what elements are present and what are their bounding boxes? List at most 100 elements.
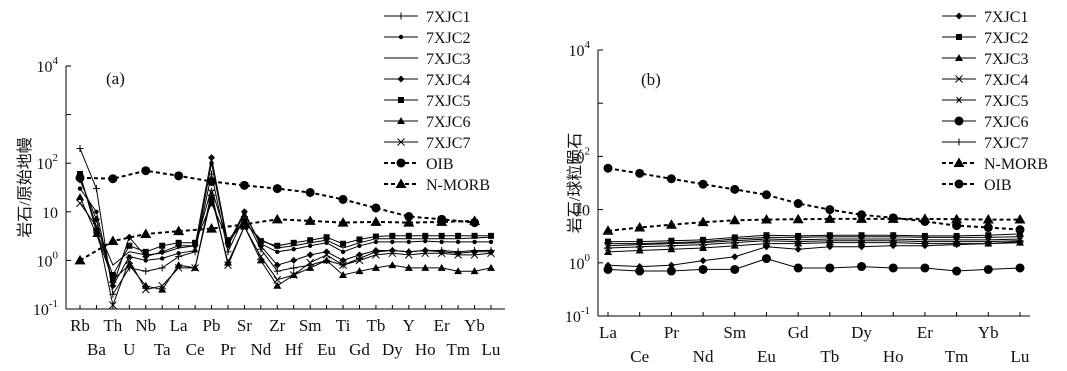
data-point bbox=[140, 228, 152, 238]
data-point bbox=[635, 168, 645, 178]
data-point bbox=[109, 282, 117, 290]
data-point bbox=[666, 174, 676, 184]
legend-label: 7XJC1 bbox=[984, 9, 1028, 26]
x-tick-label: Dy bbox=[382, 340, 403, 359]
legend-marker bbox=[955, 12, 963, 20]
data-point bbox=[602, 225, 614, 235]
legend-label: 7XJC7 bbox=[426, 135, 470, 152]
data-point bbox=[472, 239, 477, 245]
data-point bbox=[273, 261, 281, 269]
legend-marker bbox=[954, 179, 964, 189]
data-point bbox=[454, 249, 462, 257]
x-tick-label: Th bbox=[103, 316, 122, 335]
data-point bbox=[239, 180, 249, 190]
x-tick-label: Ti bbox=[336, 316, 351, 335]
data-point bbox=[470, 251, 479, 259]
legend-label: 7XJC2 bbox=[984, 30, 1028, 47]
y-tick-label: 10 bbox=[574, 203, 590, 220]
data-point bbox=[357, 243, 362, 248]
data-point bbox=[388, 249, 397, 258]
data-point bbox=[389, 232, 396, 239]
data-point bbox=[107, 235, 119, 246]
x-tick-label: Er bbox=[434, 316, 450, 335]
legend-marker bbox=[398, 97, 404, 103]
data-point bbox=[985, 238, 992, 245]
data-point bbox=[470, 267, 479, 275]
data-point bbox=[322, 251, 331, 259]
data-point bbox=[983, 264, 993, 274]
series-line bbox=[607, 240, 1021, 249]
series-line bbox=[79, 192, 492, 308]
y-tick-label-exponent: 4 bbox=[53, 55, 59, 67]
data-point bbox=[355, 256, 364, 265]
x-tick-label: Tb bbox=[366, 316, 385, 335]
legend-label: 7XJC3 bbox=[984, 51, 1028, 68]
legend-marker bbox=[397, 75, 405, 83]
data-point bbox=[77, 186, 83, 191]
data-point bbox=[307, 237, 314, 244]
data-point bbox=[109, 301, 117, 310]
data-point bbox=[421, 249, 430, 258]
legend-label: 7XJC3 bbox=[426, 51, 470, 68]
series-line bbox=[607, 241, 1021, 268]
data-point bbox=[634, 222, 646, 232]
data-point bbox=[274, 242, 281, 249]
data-point bbox=[793, 199, 803, 209]
legend-marker bbox=[956, 96, 962, 104]
data-point bbox=[256, 256, 265, 264]
data-point bbox=[760, 214, 772, 224]
data-point bbox=[339, 271, 348, 279]
data-point bbox=[273, 275, 282, 284]
data-point bbox=[191, 264, 199, 272]
data-point bbox=[952, 221, 962, 231]
data-point bbox=[404, 251, 413, 259]
y-tick-label: 102 bbox=[37, 152, 59, 173]
data-point bbox=[454, 251, 462, 259]
data-point bbox=[338, 194, 348, 204]
data-point bbox=[108, 275, 117, 283]
data-point bbox=[824, 213, 836, 223]
data-point bbox=[698, 179, 708, 189]
y-tick-label: 104 bbox=[37, 55, 59, 76]
y-tick-label-base: 10 bbox=[33, 302, 49, 319]
x-tick-label: Ce bbox=[630, 347, 649, 366]
legend-label: 7XJC7 bbox=[984, 135, 1028, 152]
x-tick-label: Tb bbox=[820, 347, 839, 366]
data-point bbox=[666, 266, 676, 276]
data-point bbox=[794, 245, 802, 253]
x-tick-label: Lu bbox=[482, 340, 501, 359]
data-point bbox=[953, 238, 960, 245]
data-point bbox=[372, 251, 380, 259]
data-point bbox=[487, 249, 495, 258]
panel-label: (b) bbox=[641, 70, 661, 89]
data-point bbox=[857, 210, 867, 220]
data-point bbox=[888, 213, 898, 223]
data-point bbox=[208, 200, 215, 207]
data-point bbox=[635, 266, 645, 276]
legend-item: 7XJC4 bbox=[384, 72, 470, 89]
legend-label: 7XJC5 bbox=[984, 93, 1028, 110]
data-point bbox=[951, 213, 963, 224]
x-tick-label: Y bbox=[403, 316, 415, 335]
series-7xjc6 bbox=[603, 254, 1025, 276]
x-tick-label: Rb bbox=[70, 316, 90, 335]
data-point bbox=[437, 249, 446, 258]
data-point bbox=[437, 263, 446, 271]
data-point bbox=[487, 263, 495, 271]
data-point bbox=[306, 251, 314, 259]
data-point bbox=[667, 245, 676, 253]
data-point bbox=[857, 262, 867, 272]
data-point bbox=[635, 246, 644, 254]
data-point bbox=[1017, 237, 1023, 245]
x-tick-label: Ba bbox=[87, 340, 106, 359]
x-tick-label: Yb bbox=[464, 316, 485, 335]
legend-marker bbox=[396, 158, 406, 168]
data-point bbox=[224, 237, 231, 244]
series-n-morb bbox=[602, 213, 1026, 235]
data-point bbox=[371, 203, 381, 213]
data-point bbox=[761, 190, 771, 200]
legend-item: 7XJC4 bbox=[942, 72, 1028, 89]
y-tick-label: 10-1 bbox=[565, 305, 590, 326]
series-line bbox=[607, 258, 1021, 272]
y-tick-label-base: 10 bbox=[42, 205, 58, 222]
